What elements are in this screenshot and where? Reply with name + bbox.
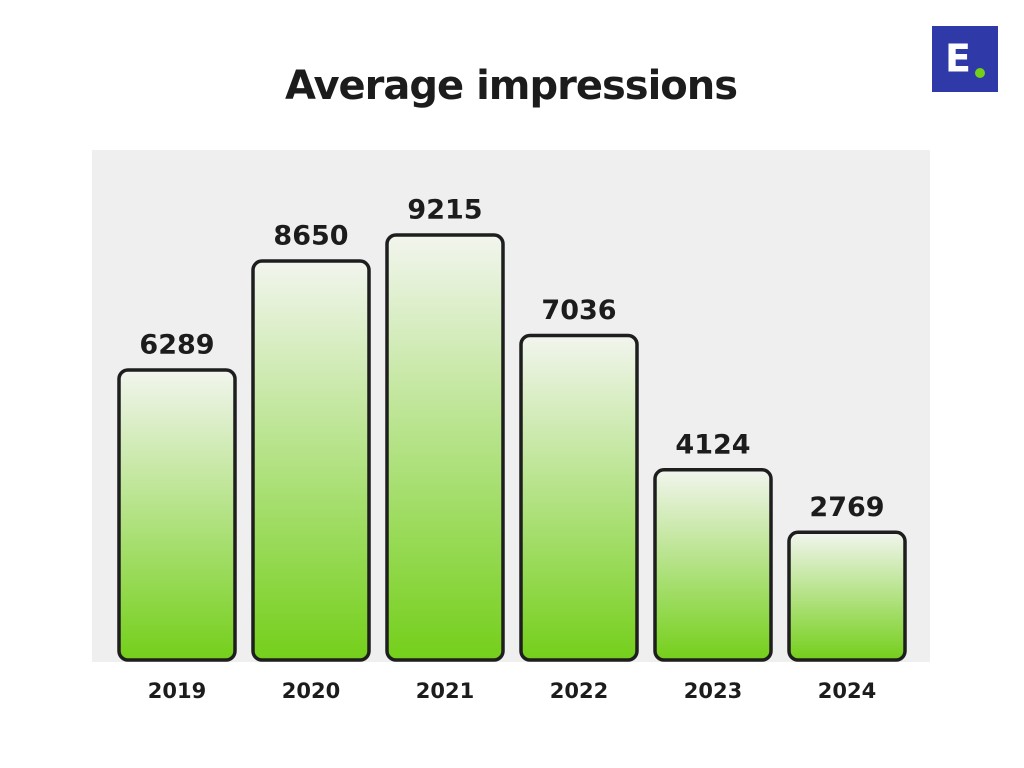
data-label: 8650 <box>273 221 348 252</box>
x-tick-label: 2022 <box>550 679 608 703</box>
logo-box <box>932 26 998 92</box>
bar <box>117 368 237 662</box>
data-label: 9215 <box>407 195 482 226</box>
x-tick-label: 2023 <box>684 679 742 703</box>
x-tick-label: 2021 <box>416 679 474 703</box>
data-label: 4124 <box>675 429 750 460</box>
x-tick-label: 2019 <box>148 679 206 703</box>
x-tick-label: 2024 <box>818 679 876 703</box>
logo-letter: E <box>945 37 971 81</box>
bar <box>519 333 639 662</box>
bar <box>787 530 907 662</box>
logo-dot <box>975 68 985 78</box>
data-label: 6289 <box>139 329 214 360</box>
x-tick-label: 2020 <box>282 679 340 703</box>
chart-title: Average impressions <box>285 63 737 109</box>
data-label: 7036 <box>541 295 616 326</box>
data-label: 2769 <box>809 492 884 523</box>
bar <box>385 233 505 662</box>
bar <box>251 259 371 662</box>
bar <box>653 468 773 662</box>
